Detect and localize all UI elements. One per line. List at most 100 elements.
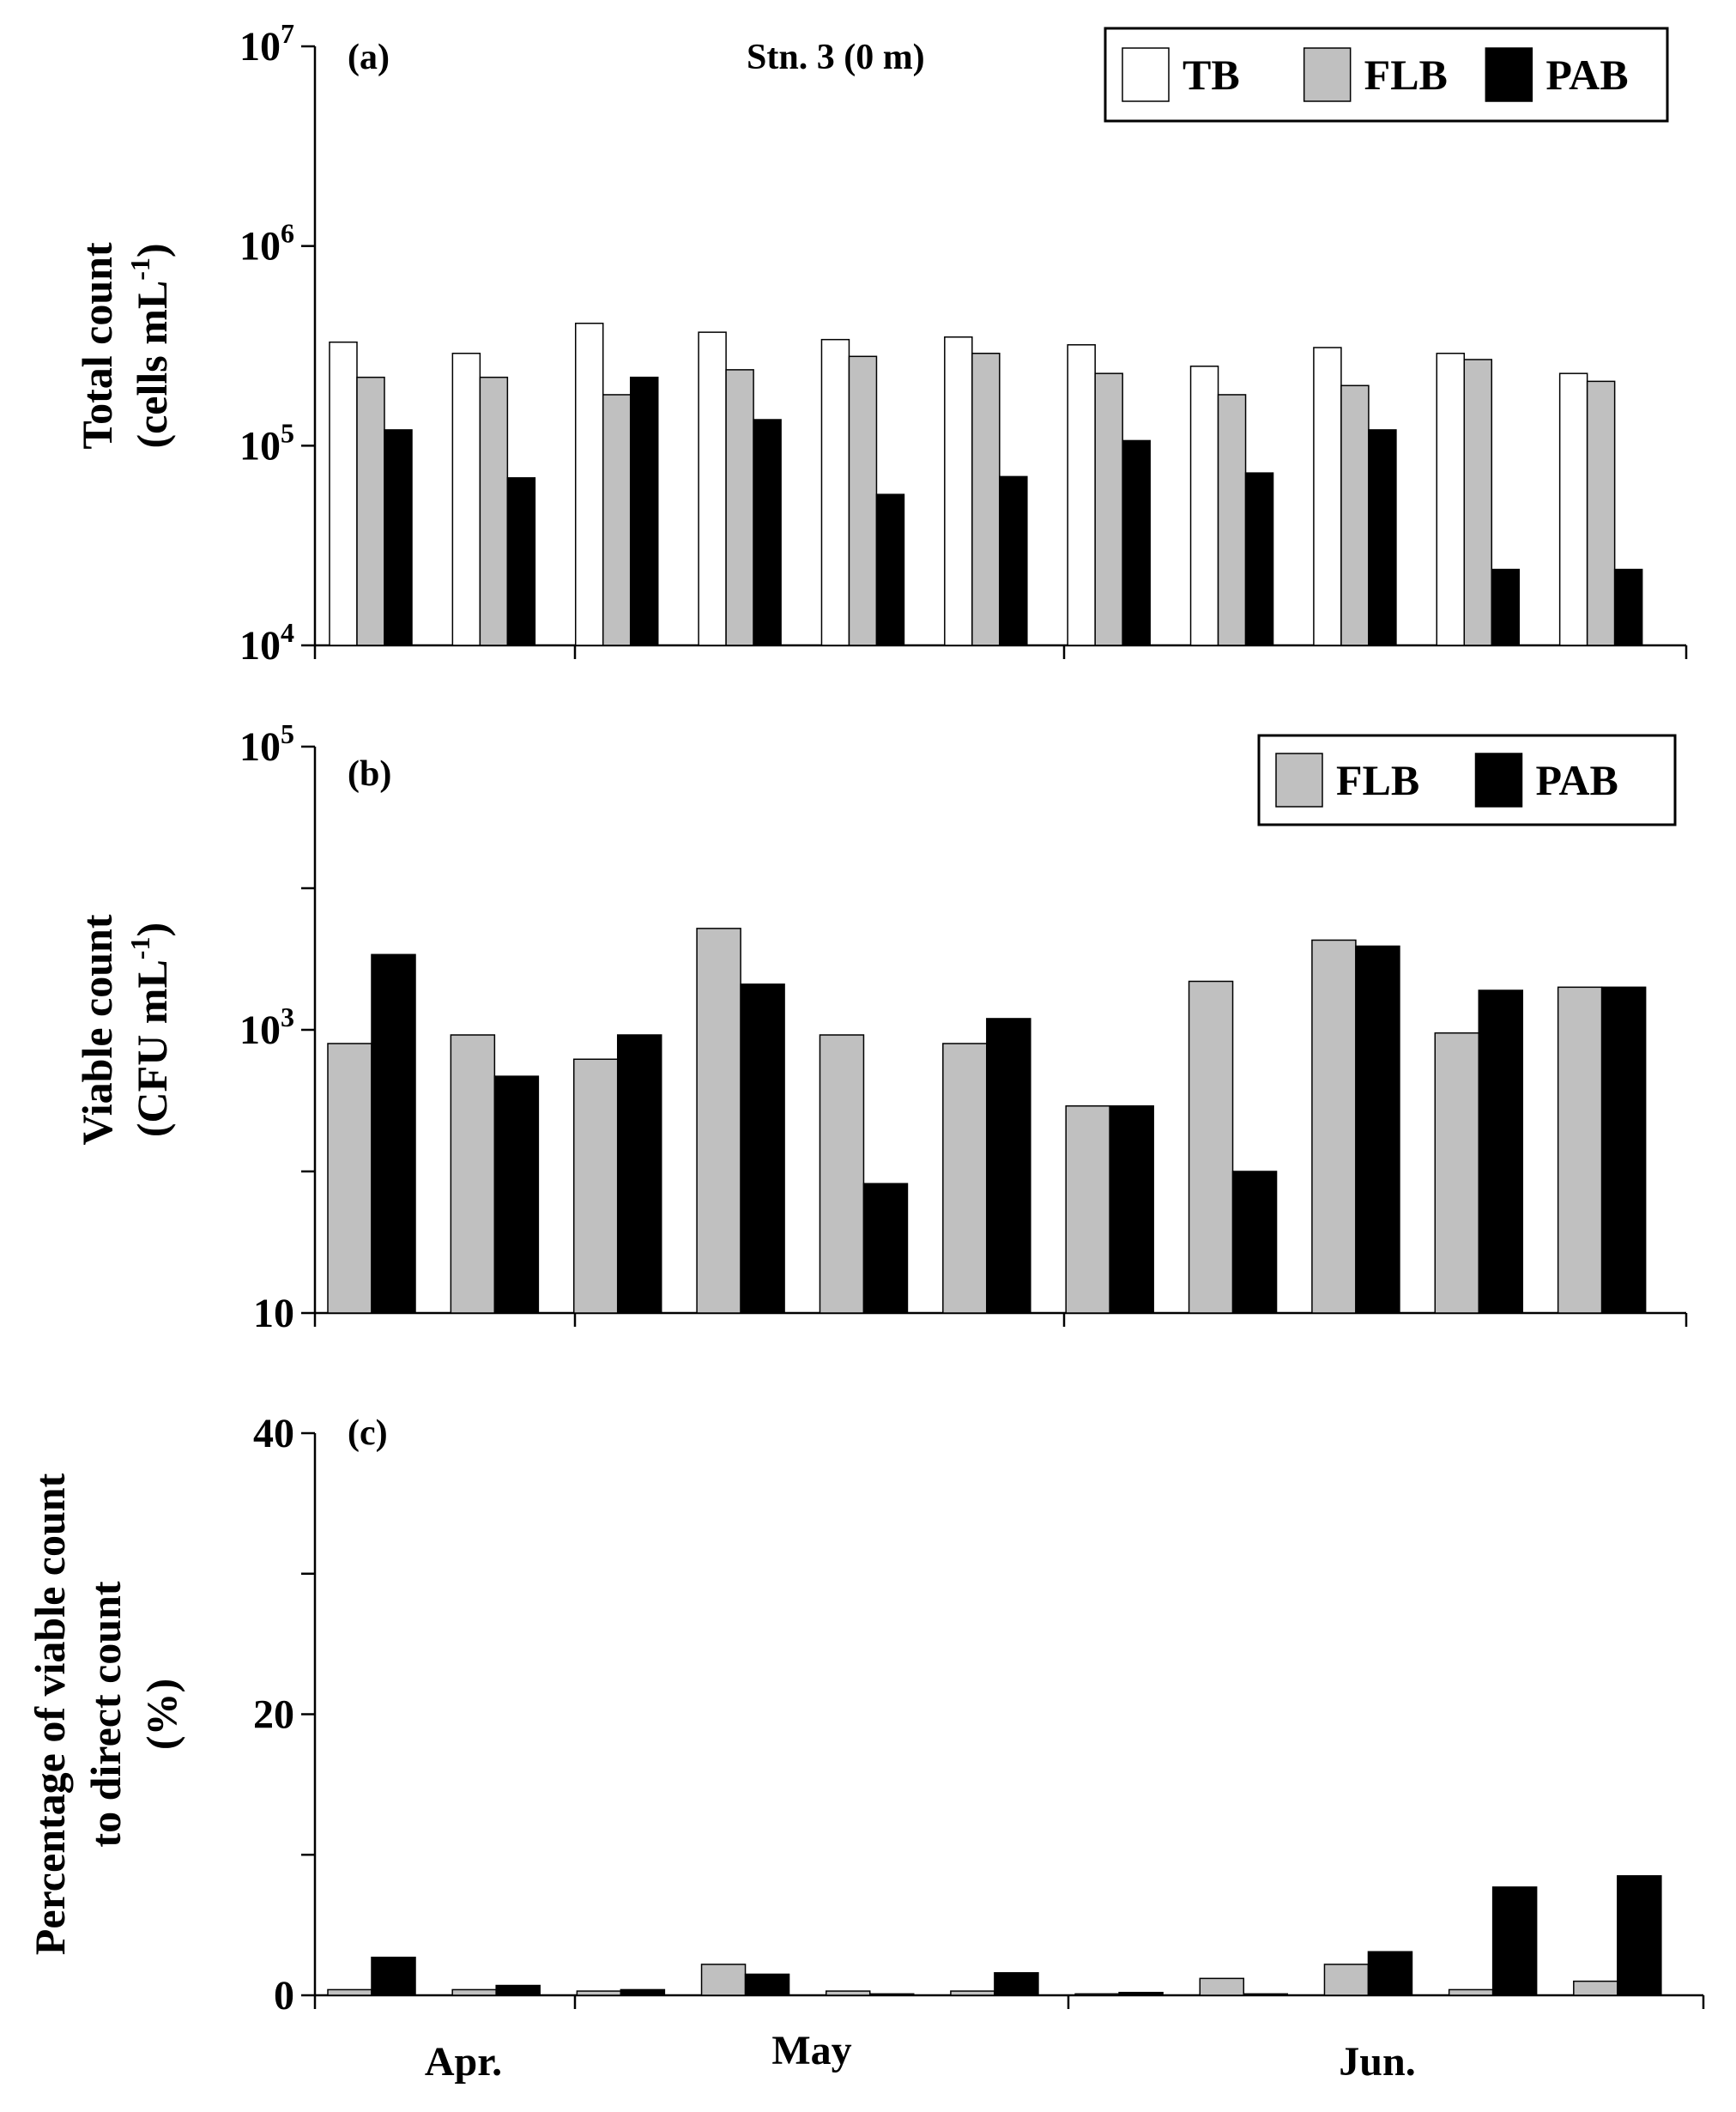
bar-tb-4	[698, 331, 727, 646]
bar-flb-10	[1434, 1032, 1480, 1314]
bar-flb-10	[1448, 1988, 1494, 1996]
y-tick-label: 103	[239, 1002, 294, 1053]
station-label: Stn. 3 (0 m)	[747, 38, 925, 77]
bar-tb-3	[574, 323, 604, 646]
bar-pab-4	[744, 1973, 790, 1996]
bar-pab-6	[999, 475, 1028, 646]
bar-flb-8	[1217, 394, 1247, 646]
bar-flb-3	[602, 394, 632, 646]
y-tick-label: 107	[239, 18, 294, 70]
legend-label-pab: PAB	[1536, 756, 1618, 804]
bar-flb-6	[942, 1043, 988, 1314]
legend-swatch-pab	[1485, 47, 1533, 102]
bar-tb-5	[820, 338, 850, 646]
bar-flb-7	[1065, 1104, 1110, 1314]
bar-pab-11	[1600, 986, 1647, 1314]
bar-pab-5	[875, 493, 905, 646]
bar-tb-9	[1313, 347, 1342, 646]
bar-pab-1	[384, 429, 413, 646]
bar-flb-7	[1094, 372, 1123, 646]
bar-pab-10	[1491, 568, 1521, 646]
bar-pab-10	[1478, 989, 1524, 1314]
bar-flb-8	[1188, 980, 1234, 1314]
bar-pab-6	[994, 1972, 1039, 1996]
y-tick-label: 20	[253, 1692, 294, 1738]
panel-c-percentage: (c) 0 20 40 Percentage of viable count to di…	[26, 1411, 1705, 2018]
y-tick-label: 106	[239, 218, 294, 269]
panel-b-viable-count: (b) 10 103 105 Viable count (CFU mL-1) FLB PAB	[73, 718, 1688, 1336]
bar-pab-1	[371, 953, 416, 1314]
bar-tb-11	[1558, 372, 1588, 646]
bar-pab-2	[493, 1075, 540, 1314]
bar-tb-7	[1067, 344, 1096, 646]
bar-pab-1	[371, 1957, 416, 1996]
bar-flb-1	[327, 1043, 372, 1314]
bar-flb-2	[450, 1034, 496, 1314]
legend-swatch-tb	[1122, 47, 1170, 102]
bar-flb-2	[479, 376, 509, 646]
bar-tb-6	[944, 336, 973, 646]
panel-c-label: (c)	[348, 1413, 388, 1453]
bar-flb-3	[576, 1990, 622, 1996]
bar-tb-8	[1189, 365, 1219, 646]
bar-tb-10	[1436, 352, 1466, 646]
bar-pab-2	[506, 477, 536, 646]
bar-flb-1	[356, 376, 385, 646]
bar-flb-6	[971, 352, 1001, 646]
bar-flb-10	[1463, 359, 1493, 646]
bar-pab-8	[1231, 1171, 1278, 1314]
bar-pab-11	[1617, 1875, 1662, 1996]
legend-swatch-flb	[1275, 753, 1323, 808]
y-axis-label-line3: (%)	[137, 1679, 185, 1750]
legend-label-flb: FLB	[1364, 51, 1448, 99]
y-axis-label-line1: Percentage of viable count	[26, 1473, 74, 1955]
y-axis-label-line2: to direct count	[82, 1581, 130, 1847]
bar-flb-3	[572, 1058, 619, 1314]
bar-pab-7	[1122, 439, 1151, 646]
month-label-apr: Apr.	[425, 2039, 502, 2085]
panel-a-total-count: (a) Stn. 3 (0 m) 104 105 106 107 Total count…	[73, 18, 1688, 669]
legend-swatch-flb	[1303, 47, 1352, 102]
bar-tb-1	[329, 341, 358, 646]
bar-pab-6	[986, 1018, 1031, 1314]
bar-flb-4	[696, 928, 741, 1314]
bar-flb-7	[1074, 1993, 1120, 1996]
bar-flb-5	[819, 1034, 865, 1314]
bar-pab-11	[1613, 568, 1643, 646]
bar-pab-4	[753, 419, 782, 646]
bar-flb-11	[1557, 986, 1603, 1314]
bar-pab-7	[1109, 1104, 1154, 1314]
month-label-may: May	[771, 2028, 851, 2073]
bar-flb-5	[848, 355, 878, 646]
bar-pab-9	[1367, 1951, 1413, 1996]
bar-flb-6	[950, 1990, 995, 1996]
bar-flb-11	[1573, 1980, 1618, 1996]
legend-swatch-pab	[1474, 753, 1523, 808]
bar-pab-7	[1118, 1991, 1164, 1996]
bar-flb-8	[1199, 1977, 1245, 1996]
y-axis-label-line1: Total count	[73, 242, 121, 450]
y-tick-label: 0	[274, 1973, 294, 2018]
legend-box	[1257, 734, 1677, 826]
y-tick-label: 105	[239, 417, 294, 469]
bar-flb-9	[1311, 939, 1357, 1314]
month-label-jun: Jun.	[1339, 2039, 1415, 2085]
bar-tb-2	[451, 352, 481, 646]
bar-flb-4	[725, 369, 754, 646]
y-axis-label-line2: (CFU mL-1)	[124, 923, 176, 1137]
bar-pab-3	[620, 1988, 666, 1996]
y-tick-label: 10	[253, 1291, 294, 1336]
bar-flb-5	[825, 1990, 871, 1996]
y-axis-label-line1: Viable count	[73, 914, 121, 1145]
legend-label-tb: TB	[1183, 51, 1240, 99]
bar-flb-9	[1323, 1964, 1370, 1996]
bar-pab-9	[1368, 429, 1397, 646]
bar-pab-5	[868, 1993, 915, 1996]
panel-a-label: (a)	[348, 38, 390, 77]
bar-pab-4	[740, 983, 785, 1314]
bar-pab-5	[862, 1183, 909, 1314]
bar-pab-2	[495, 1984, 541, 1996]
legend-box	[1104, 27, 1669, 123]
y-tick-label: 40	[253, 1411, 294, 1456]
